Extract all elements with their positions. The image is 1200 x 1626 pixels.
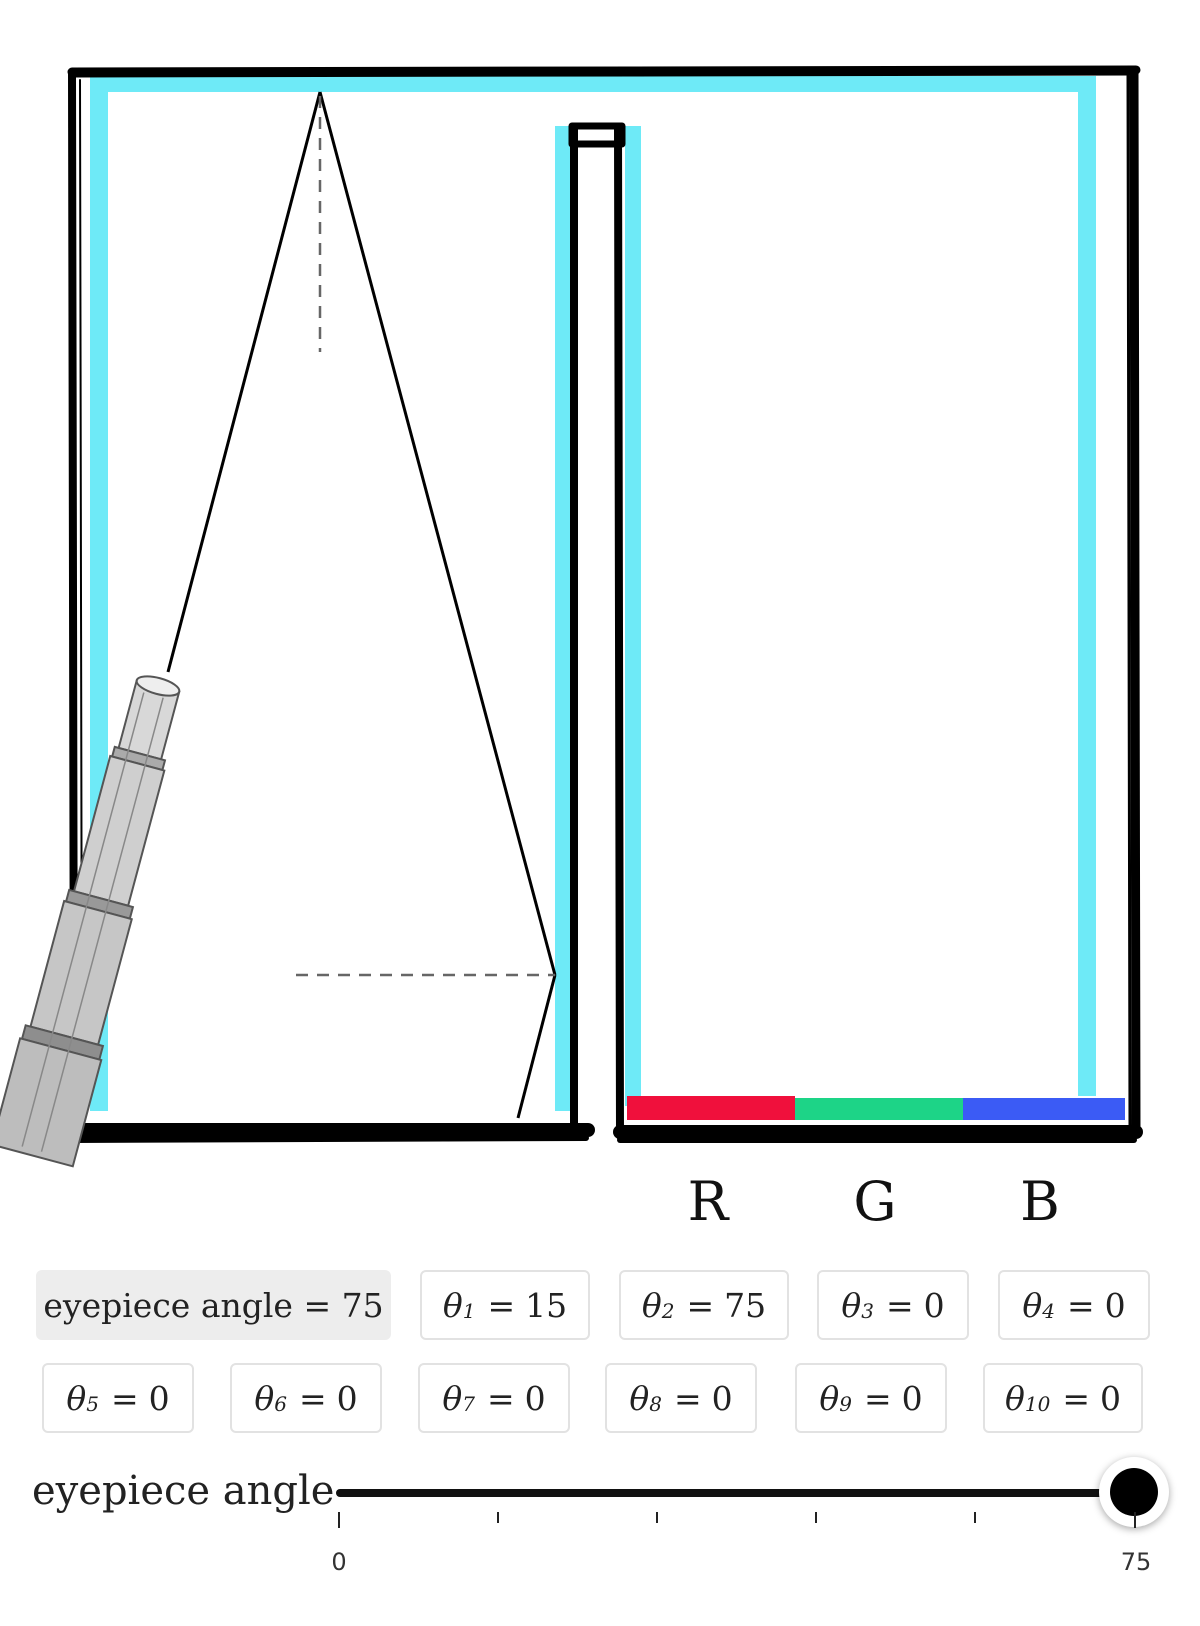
slider-max-label: 75 xyxy=(1120,1548,1152,1576)
theta-value: 15 xyxy=(525,1285,568,1325)
theta-symbol: θ xyxy=(1005,1378,1025,1418)
theta-value: 0 xyxy=(148,1378,170,1418)
theta-subscript: 6 xyxy=(274,1392,287,1416)
theta-1-button[interactable]: θ 1 = 15 xyxy=(420,1270,590,1340)
theta-symbol: θ xyxy=(442,1285,463,1325)
equals-sign: = xyxy=(885,1285,914,1325)
channel-label-b: B xyxy=(1020,1170,1060,1233)
theta-symbol: θ xyxy=(629,1378,650,1418)
chamber-frame xyxy=(61,65,1143,1143)
equals-sign: = xyxy=(298,1378,327,1418)
theta-symbol: θ xyxy=(1022,1285,1043,1325)
sensor-strip xyxy=(627,1096,1125,1120)
theta-value: 0 xyxy=(901,1378,923,1418)
eyepiece-angle-label: eyepiece angle = 75 xyxy=(43,1285,384,1325)
theta-6-button[interactable]: θ 6 = 0 xyxy=(230,1363,382,1433)
eyepiece-angle-slider-thumb[interactable] xyxy=(1099,1457,1169,1527)
equals-sign: = xyxy=(487,1285,516,1325)
equals-sign: = xyxy=(486,1378,515,1418)
theta-value: 0 xyxy=(524,1378,546,1418)
equals-sign: = xyxy=(1066,1285,1095,1325)
theta-subscript: 3 xyxy=(861,1299,874,1323)
slider-tick xyxy=(1134,1512,1136,1528)
equals-sign: = xyxy=(673,1378,702,1418)
equals-sign: = xyxy=(1062,1378,1090,1418)
theta-subscript: 5 xyxy=(86,1392,99,1416)
eyepiece-angle-button[interactable]: eyepiece angle = 75 xyxy=(36,1270,391,1340)
theta-8-button[interactable]: θ 8 = 0 xyxy=(605,1363,757,1433)
equals-sign: = xyxy=(863,1378,892,1418)
slider-tick xyxy=(815,1512,817,1523)
theta-value: 0 xyxy=(923,1285,945,1325)
theta-symbol: θ xyxy=(66,1378,87,1418)
slider-tick xyxy=(974,1512,976,1523)
slider-label: eyepiece angle xyxy=(32,1468,335,1514)
equals-sign: = xyxy=(686,1285,715,1325)
channel-label-g: G xyxy=(853,1170,897,1233)
theta-symbol: θ xyxy=(841,1285,862,1325)
theta-subscript: 4 xyxy=(1042,1299,1055,1323)
theta-subscript: 1 xyxy=(462,1299,476,1323)
glass-walls xyxy=(90,76,1096,1111)
theta-subscript: 8 xyxy=(649,1392,662,1416)
theta-5-button[interactable]: θ 5 = 0 xyxy=(42,1363,194,1433)
theta-value: 75 xyxy=(724,1285,767,1325)
eyepiece-angle-slider-track[interactable] xyxy=(336,1489,1136,1497)
normal-lines xyxy=(296,96,555,977)
slider-tick xyxy=(338,1512,340,1528)
light-path xyxy=(166,91,557,1119)
theta-subscript: 2 xyxy=(661,1299,675,1323)
theta-symbol: θ xyxy=(641,1285,662,1325)
theta-subscript: 7 xyxy=(462,1392,475,1416)
theta-symbol: θ xyxy=(254,1378,275,1418)
theta-value: 0 xyxy=(336,1378,358,1418)
theta-value: 0 xyxy=(1104,1285,1126,1325)
theta-subscript: 9 xyxy=(839,1392,852,1416)
slider-tick xyxy=(497,1512,499,1523)
theta-symbol: θ xyxy=(442,1378,463,1418)
theta-value: 0 xyxy=(1099,1378,1121,1418)
optics-diagram xyxy=(0,65,1143,1168)
theta-symbol: θ xyxy=(819,1378,840,1418)
theta-4-button[interactable]: θ 4 = 0 xyxy=(998,1270,1150,1340)
channel-label-r: R xyxy=(687,1170,729,1233)
equals-sign: = xyxy=(110,1378,139,1418)
theta-value: 0 xyxy=(711,1378,733,1418)
theta-2-button[interactable]: θ 2 = 75 xyxy=(619,1270,789,1340)
slider-tick xyxy=(656,1512,658,1523)
theta-3-button[interactable]: θ 3 = 0 xyxy=(817,1270,969,1340)
slider-min-label: 0 xyxy=(331,1548,347,1576)
theta-subscript: 10 xyxy=(1024,1392,1051,1416)
theta-10-button[interactable]: θ 10 = 0 xyxy=(983,1363,1143,1433)
theta-7-button[interactable]: θ 7 = 0 xyxy=(418,1363,570,1433)
theta-9-button[interactable]: θ 9 = 0 xyxy=(795,1363,947,1433)
telescope-icon xyxy=(0,675,181,1168)
